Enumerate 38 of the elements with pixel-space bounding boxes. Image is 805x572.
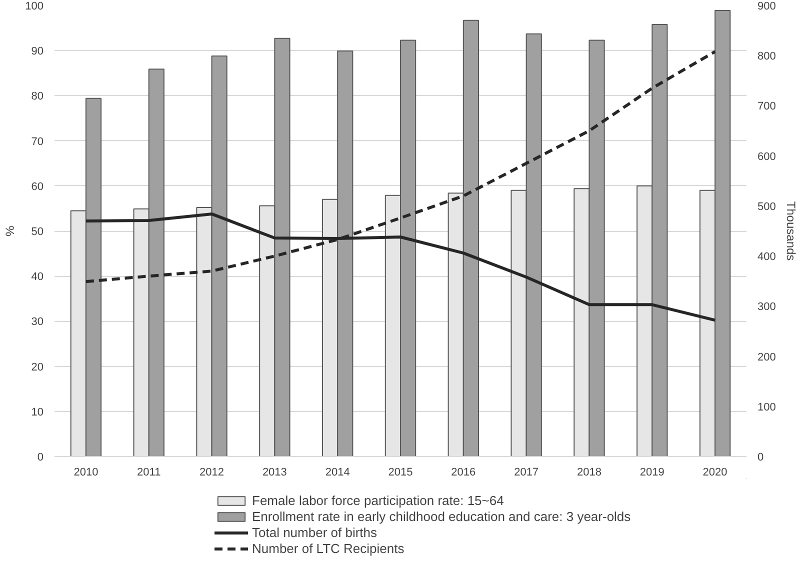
y-tick-label: 70 bbox=[31, 136, 44, 148]
y2-tick-label: 300 bbox=[758, 301, 776, 314]
x-tick-label: 2016 bbox=[451, 466, 476, 478]
y2-tick-label: 0 bbox=[758, 452, 764, 464]
x-tick-label: 2011 bbox=[137, 466, 161, 478]
x-tick-label: 2020 bbox=[702, 466, 728, 478]
y2-tick-label: 800 bbox=[758, 50, 776, 63]
x-tick-label: 2015 bbox=[388, 466, 413, 478]
y-axis-title: % bbox=[3, 225, 18, 236]
legend-label: Total number of births bbox=[252, 525, 378, 540]
y-tick-label: 80 bbox=[31, 90, 44, 103]
y-tick-label: 50 bbox=[31, 226, 44, 238]
x-tick-label: 2014 bbox=[325, 466, 350, 478]
y-tick-label: 20 bbox=[31, 361, 44, 374]
y2-tick-label: 400 bbox=[758, 251, 776, 264]
x-tick-label: 2010 bbox=[74, 466, 98, 478]
y-tick-label: 0 bbox=[37, 452, 44, 464]
y2-tick-label: 100 bbox=[758, 401, 776, 414]
y2-tick-label: 500 bbox=[758, 200, 776, 213]
y2-tick-label: 600 bbox=[758, 150, 776, 163]
x-tick-label: 2019 bbox=[640, 466, 664, 478]
y2-axis-title: Thousands bbox=[784, 201, 798, 261]
legend-label: Enrollment rate in early childhood education and care: 3 year-olds bbox=[252, 509, 631, 524]
y-tick-label: 90 bbox=[31, 46, 44, 58]
y2-tick-label: 700 bbox=[758, 100, 776, 113]
legend-label: Female labor force participation rate: 15~64 bbox=[252, 493, 504, 508]
y2-tick-label: 200 bbox=[758, 351, 776, 364]
y2-tick-label: 900 bbox=[758, 0, 776, 12]
x-tick-label: 2013 bbox=[262, 466, 287, 478]
y-tick-label: 100 bbox=[25, 0, 44, 12]
x-tick-label: 2012 bbox=[200, 466, 224, 478]
y-tick-label: 30 bbox=[31, 316, 44, 328]
y-tick-label: 60 bbox=[31, 180, 44, 193]
y-tick-label: 40 bbox=[31, 271, 44, 284]
x-tick-label: 2017 bbox=[514, 466, 539, 478]
x-tick-label: 2018 bbox=[576, 466, 602, 478]
legend-label: Number of LTC Recipients bbox=[252, 541, 404, 556]
y-tick-label: 10 bbox=[31, 406, 44, 418]
